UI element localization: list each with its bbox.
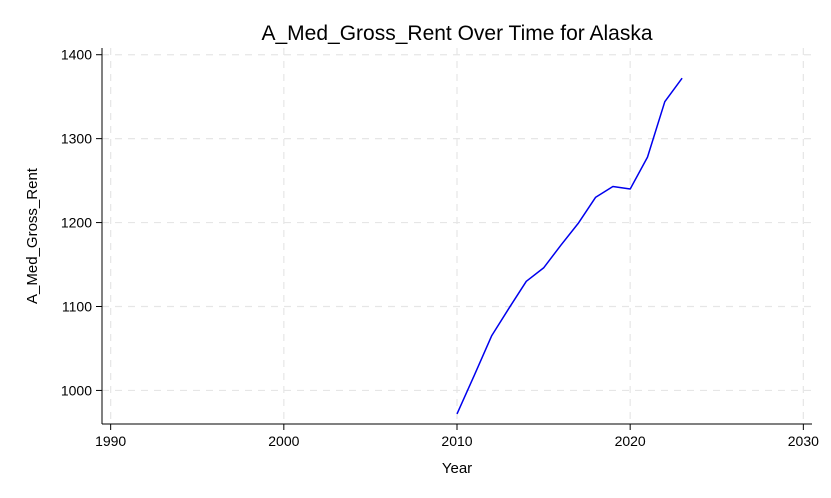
x-tick-label: 2030 (788, 433, 819, 449)
x-tick-label: 2010 (441, 433, 472, 449)
x-tick-label: 2020 (615, 433, 646, 449)
gridlines (102, 48, 812, 424)
y-axis-label: A_Med_Gross_Rent (24, 167, 41, 304)
x-tick-label: 1990 (95, 433, 126, 449)
tick-marks-and-labels: 1990 2000 2010 2020 2030 1000 1100 1200 1300 1400 (61, 47, 819, 449)
series-lines (456, 77, 683, 415)
y-tick-label: 1200 (61, 215, 92, 231)
y-tick-label: 1400 (61, 47, 92, 63)
y-tick-label: 1300 (61, 131, 92, 147)
y-tick-label: 1000 (61, 382, 92, 398)
x-axis-label: Year (442, 460, 472, 477)
chart-title: A_Med_Gross_Rent Over Time for Alaska (262, 22, 653, 45)
series-line (456, 77, 683, 415)
y-tick-label: 1100 (62, 299, 92, 315)
x-tick-label: 2000 (268, 433, 299, 449)
